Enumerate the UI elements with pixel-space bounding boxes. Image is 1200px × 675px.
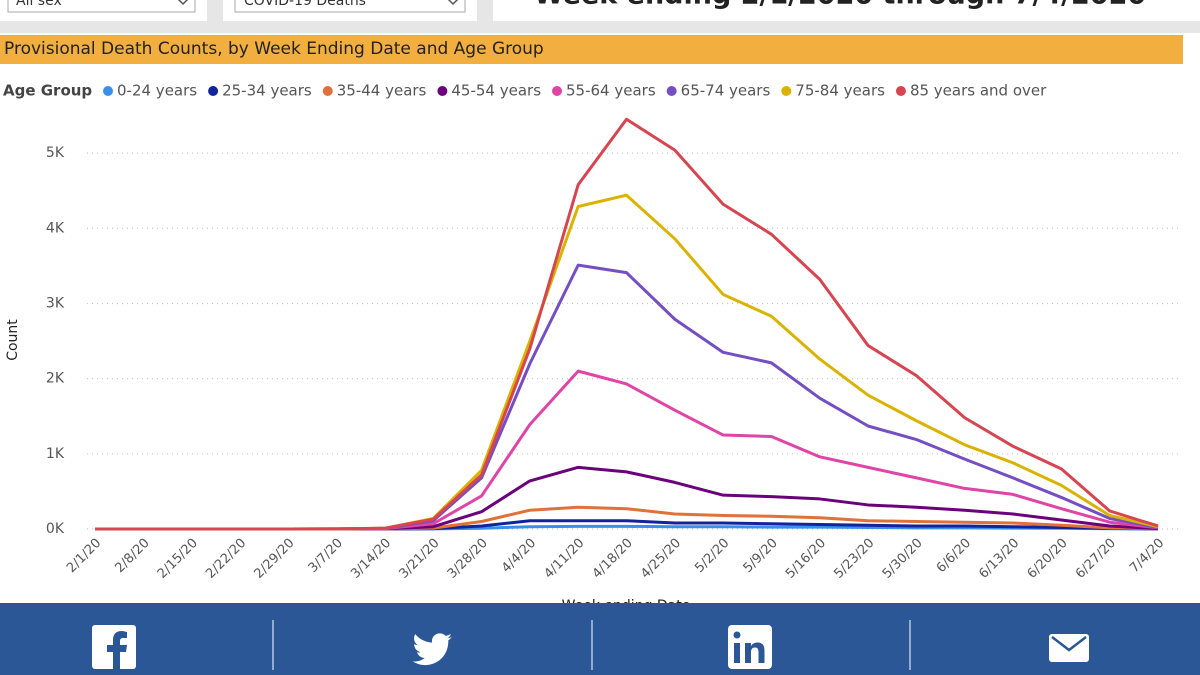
y-tick-label: 1K — [46, 446, 65, 462]
legend-marker — [322, 86, 333, 96]
outcome-dropdown-value: COVID-19 Deaths — [244, 0, 366, 9]
legend-marker — [666, 86, 677, 96]
legend-marker — [781, 86, 792, 96]
header-title: Week ending 2/1/2020 through 7/4/2020 — [534, 0, 1146, 11]
legend-marker — [208, 86, 219, 96]
share-bar — [0, 603, 1200, 675]
y-tick-label: 4K — [46, 220, 65, 236]
legend-marker — [895, 86, 906, 96]
legend-label: 85 years and over — [910, 82, 1047, 100]
title-bar — [0, 35, 1183, 64]
chevron — [177, 0, 189, 6]
legend-label: 55-64 years — [566, 82, 656, 100]
facebook-icon[interactable] — [92, 625, 136, 669]
chevron — [447, 0, 459, 6]
linkedin-icon[interactable] — [728, 625, 772, 669]
legend-label: 75-84 years — [795, 82, 885, 100]
chart-panel — [0, 33, 1200, 603]
footer-background — [0, 603, 1200, 675]
y-axis-label: Count — [5, 319, 21, 361]
y-tick-label: 3K — [46, 295, 65, 311]
legend-marker — [103, 86, 113, 96]
legend-label: 25-34 years — [222, 82, 312, 100]
legend-marker — [437, 86, 448, 96]
legend-label: 45-54 years — [451, 82, 541, 100]
legend-marker — [552, 86, 563, 96]
sex-dropdown-value: All sex — [16, 0, 62, 9]
y-tick-label: 0K — [46, 521, 65, 537]
sex-dropdown[interactable] — [7, 0, 196, 13]
legend-title: Age Group — [3, 82, 92, 100]
chart-title: Provisional Death Counts, by Week Ending… — [4, 39, 544, 59]
legend-label: 65-74 years — [681, 82, 771, 100]
legend-label: 35-44 years — [337, 82, 427, 100]
header-panel — [493, 0, 1200, 21]
y-tick-label: 2K — [46, 371, 65, 387]
y-tick-label: 5K — [46, 145, 65, 161]
legend-label: 0-24 years — [117, 82, 197, 100]
series-line — [95, 117, 1159, 531]
outcome-dropdown[interactable] — [234, 0, 466, 13]
twitter-icon[interactable] — [412, 633, 453, 666]
email-icon[interactable] — [1049, 634, 1089, 662]
